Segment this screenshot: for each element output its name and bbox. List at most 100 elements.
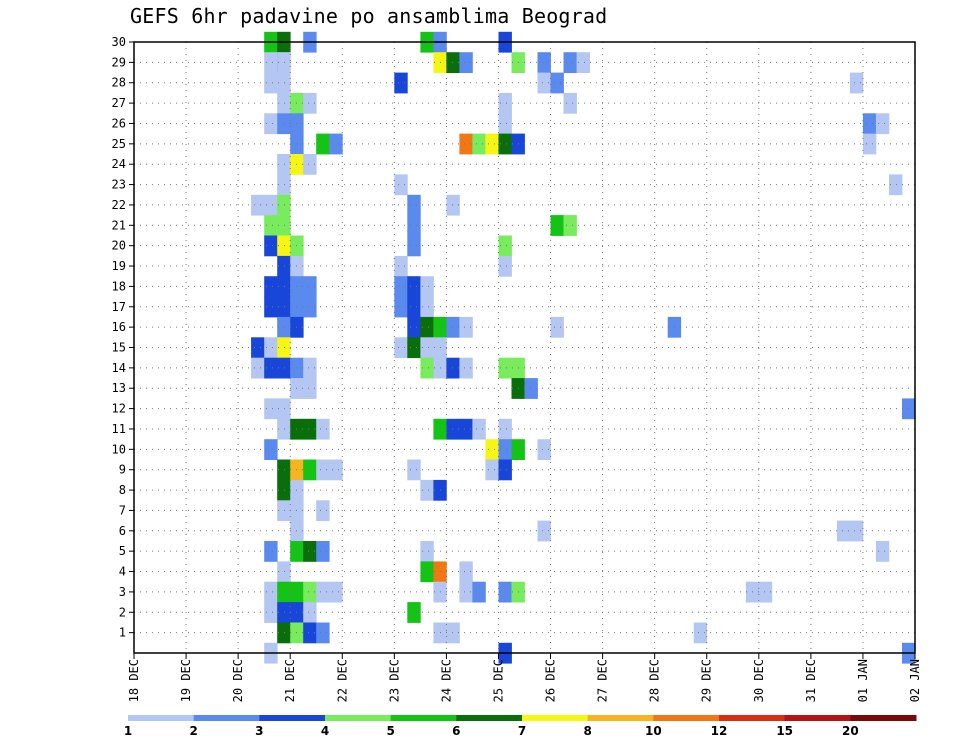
precip-cell (420, 337, 434, 359)
x-tick-label: 22 DEC (335, 659, 349, 702)
precip-cell (264, 113, 278, 135)
precip-cell (420, 276, 434, 297)
precip-cell (498, 418, 512, 440)
precip-cell (459, 52, 473, 73)
precip-cell (264, 52, 278, 73)
precip-cell (264, 581, 278, 603)
precip-cell (420, 357, 434, 379)
precip-cell (420, 541, 434, 562)
precip-cell (550, 72, 564, 94)
precip-cell (537, 52, 551, 73)
y-tick-label: 29 (112, 55, 126, 69)
colorbar-label: 8 (583, 724, 591, 738)
precip-cell (316, 133, 330, 155)
y-tick-label: 28 (112, 76, 126, 90)
precip-cell (264, 194, 278, 216)
precip-cell (316, 622, 330, 644)
colorbar: 1 2 3 4 5 6 7 8 10 12 15 20 (124, 715, 917, 738)
precip-cell (407, 337, 421, 359)
precip-cell (498, 439, 512, 460)
colorbar-segment (784, 715, 851, 721)
precip-cell (277, 235, 291, 257)
precip-cell (316, 500, 330, 522)
precip-cell (459, 561, 473, 583)
y-tick-label: 12 (112, 402, 126, 416)
x-tick-label: 18 DEC (127, 659, 141, 702)
precip-cell (277, 174, 291, 196)
precip-cell (563, 92, 577, 114)
precip-cell (303, 154, 317, 175)
precip-cell (303, 581, 317, 603)
precip-cell (446, 52, 460, 73)
precip-cell (394, 276, 408, 297)
precip-cell (277, 459, 291, 481)
precip-cell (407, 235, 421, 257)
y-tick-label: 14 (112, 361, 126, 375)
precip-cell (849, 72, 864, 94)
precip-cell (849, 520, 864, 542)
precip-cell (407, 296, 421, 318)
colorbar-label: 2 (189, 724, 197, 738)
precip-cells (251, 31, 916, 664)
y-tick-label: 9 (119, 463, 126, 477)
colorbar-segment (456, 715, 523, 721)
precip-cell (264, 215, 278, 236)
precip-cell (251, 357, 265, 379)
precip-cell (550, 215, 564, 236)
precip-cell (264, 357, 278, 379)
precip-cell (420, 296, 434, 318)
precip-cell (394, 255, 408, 277)
colorbar-segment (587, 715, 654, 721)
precip-cell (407, 602, 421, 623)
precip-cell (316, 581, 330, 603)
precip-cell (537, 72, 551, 94)
precip-cell (446, 357, 460, 379)
colorbar-segment (522, 715, 589, 721)
precip-cell (498, 459, 512, 481)
precip-cell (264, 602, 278, 623)
y-tick-label: 17 (112, 300, 126, 314)
y-tick-label: 7 (119, 503, 126, 517)
y-tick-label: 5 (119, 544, 126, 558)
precip-cell (277, 316, 291, 338)
precip-cell (329, 459, 343, 481)
precip-cell (472, 418, 486, 440)
precip-cell (264, 296, 278, 318)
precip-cell (277, 602, 291, 623)
x-tick-label: 02 JAN (908, 659, 922, 702)
y-tick-label: 16 (112, 320, 126, 334)
precip-cell (446, 194, 460, 216)
precip-cell (277, 500, 291, 522)
precip-cell (576, 52, 590, 73)
precip-cell (277, 418, 291, 440)
precip-cell (407, 459, 421, 481)
precip-cell (550, 316, 564, 338)
precip-cell (316, 541, 330, 562)
precip-cell (329, 581, 343, 603)
y-tick-label: 2 (119, 605, 126, 619)
precip-cell (277, 276, 291, 297)
x-tick-label: 23 DEC (387, 659, 401, 702)
colorbar-segment (325, 715, 392, 721)
y-tick-label: 22 (112, 198, 126, 212)
y-tick-label: 8 (119, 483, 126, 497)
precip-cell (251, 194, 265, 216)
precip-cell (758, 581, 773, 603)
precip-cell (277, 92, 291, 114)
precip-cell (277, 398, 291, 420)
precip-cell (446, 622, 460, 644)
precip-cell (407, 276, 421, 297)
precip-cell (303, 418, 317, 440)
x-tick-label: 24 DEC (439, 659, 453, 702)
precip-cell (277, 357, 291, 379)
precip-cell (420, 316, 434, 338)
precip-cell (394, 72, 408, 94)
y-tick-label: 3 (119, 585, 126, 599)
y-tick-label: 25 (112, 137, 126, 151)
x-tick-label: 31 DEC (804, 659, 818, 702)
colorbar-label: 20 (842, 724, 859, 738)
precip-cell (875, 541, 890, 562)
precip-cell (394, 174, 408, 196)
precip-cell (277, 215, 291, 236)
precip-cell (277, 622, 291, 644)
